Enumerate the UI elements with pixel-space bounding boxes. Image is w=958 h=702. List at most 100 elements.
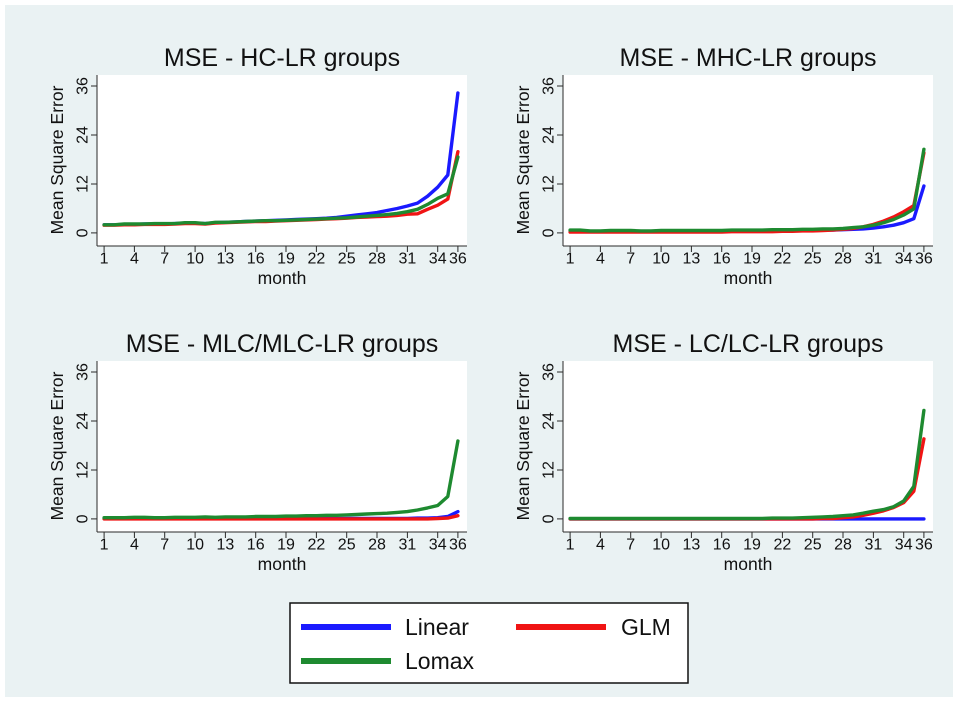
y-tick-label: 36 (75, 363, 92, 381)
x-tick-label: 19 (277, 537, 295, 554)
y-tick-label: 0 (541, 228, 558, 237)
x-tick-label: 34 (895, 537, 913, 554)
chart-title: MSE - MLC/MLC-LR groups (126, 330, 439, 358)
x-tick-label: 1 (566, 251, 575, 268)
y-tick-label: 12 (75, 175, 92, 193)
plot-area (97, 361, 467, 532)
series-lines (102, 91, 460, 227)
x-tick-label: 7 (626, 537, 635, 554)
y-axis-title: Mean Square Error (47, 85, 67, 234)
y-tick-label: 36 (541, 363, 558, 381)
x-tick-label: 34 (895, 251, 913, 268)
x-tick-label: 13 (217, 251, 235, 268)
x-tick-label: 22 (308, 251, 326, 268)
series-line-lomax (102, 439, 460, 520)
x-tick-label: 7 (160, 251, 169, 268)
x-tick-label: 16 (247, 537, 265, 554)
x-tick-label: 16 (247, 251, 265, 268)
x-axis-title: month (724, 554, 773, 574)
x-tick-label: 13 (683, 537, 701, 554)
panel-hc-lr: MSE - HC-LR groups Mean Square Error mon… (47, 44, 467, 288)
x-tick-label: 22 (308, 537, 326, 554)
y-tick-label: 0 (75, 228, 92, 237)
series-lines (568, 147, 926, 234)
x-tick-label: 10 (652, 537, 670, 554)
x-tick-label: 36 (915, 537, 933, 554)
y-axis-title: Mean Square Error (47, 371, 67, 520)
y-tick-label: 0 (541, 514, 558, 523)
x-tick-label: 25 (338, 537, 356, 554)
series-lines (568, 408, 926, 521)
x-tick-label: 19 (277, 251, 295, 268)
series-lines (102, 439, 460, 521)
panel-lc-lr: MSE - LC/LC-LR groups Mean Square Error … (513, 330, 933, 574)
y-tick-label: 24 (541, 412, 558, 430)
x-tick-label: 1 (566, 537, 575, 554)
x-tick-label: 22 (774, 251, 792, 268)
series-line-lomax (568, 408, 926, 521)
x-tick-label: 31 (865, 251, 883, 268)
panel-mlc-lr: MSE - MLC/MLC-LR groups Mean Square Erro… (47, 330, 467, 574)
series-line-lomax (568, 147, 926, 233)
x-tick-label: 10 (186, 251, 204, 268)
x-tick-label: 4 (130, 537, 139, 554)
x-tick-label: 13 (217, 537, 235, 554)
y-axis-title: Mean Square Error (513, 85, 533, 234)
x-tick-label: 25 (338, 251, 356, 268)
plot-area (97, 75, 467, 246)
plot-area (563, 361, 933, 532)
x-tick-label: 28 (368, 537, 386, 554)
x-tick-label: 36 (449, 251, 467, 268)
x-tick-label: 13 (683, 251, 701, 268)
chart-title: MSE - LC/LC-LR groups (613, 330, 884, 358)
x-axis-title: month (724, 268, 773, 288)
legend: Linear GLM Lomax (289, 602, 689, 684)
plot-area (563, 75, 933, 246)
legend-label-lomax: Lomax (405, 648, 475, 674)
x-tick-label: 25 (804, 251, 822, 268)
legend-box (289, 602, 689, 684)
x-tick-label: 4 (596, 251, 605, 268)
x-tick-label: 10 (652, 251, 670, 268)
x-tick-label: 22 (774, 537, 792, 554)
y-tick-label: 36 (541, 77, 558, 95)
x-tick-label: 7 (160, 537, 169, 554)
x-tick-label: 34 (429, 537, 447, 554)
x-tick-label: 1 (100, 251, 109, 268)
x-tick-label: 4 (596, 537, 605, 554)
x-tick-label: 28 (834, 537, 852, 554)
legend-label-linear: Linear (405, 614, 469, 640)
y-tick-label: 24 (541, 126, 558, 144)
chart-title: MSE - MHC-LR groups (620, 44, 877, 72)
y-tick-label: 12 (541, 175, 558, 193)
legend-label-glm: GLM (621, 614, 671, 640)
y-tick-label: 12 (75, 461, 92, 479)
x-tick-label: 31 (865, 537, 883, 554)
y-tick-label: 24 (75, 412, 92, 430)
y-tick-label: 24 (75, 126, 92, 144)
x-tick-label: 28 (834, 251, 852, 268)
x-tick-label: 1 (100, 537, 109, 554)
panel-mhc-lr: MSE - MHC-LR groups Mean Square Error mo… (513, 44, 933, 288)
x-tick-label: 4 (130, 251, 139, 268)
x-axis-title: month (258, 268, 307, 288)
x-axis-title: month (258, 554, 307, 574)
y-tick-label: 12 (541, 461, 558, 479)
x-tick-label: 28 (368, 251, 386, 268)
x-tick-label: 10 (186, 537, 204, 554)
chart-title: MSE - HC-LR groups (164, 44, 400, 72)
x-tick-label: 36 (449, 537, 467, 554)
y-tick-label: 36 (75, 77, 92, 95)
y-axis-title: Mean Square Error (513, 371, 533, 520)
x-tick-label: 16 (713, 537, 731, 554)
x-tick-label: 36 (915, 251, 933, 268)
x-tick-label: 25 (804, 537, 822, 554)
x-tick-label: 7 (626, 251, 635, 268)
x-tick-label: 19 (743, 537, 761, 554)
x-tick-label: 19 (743, 251, 761, 268)
